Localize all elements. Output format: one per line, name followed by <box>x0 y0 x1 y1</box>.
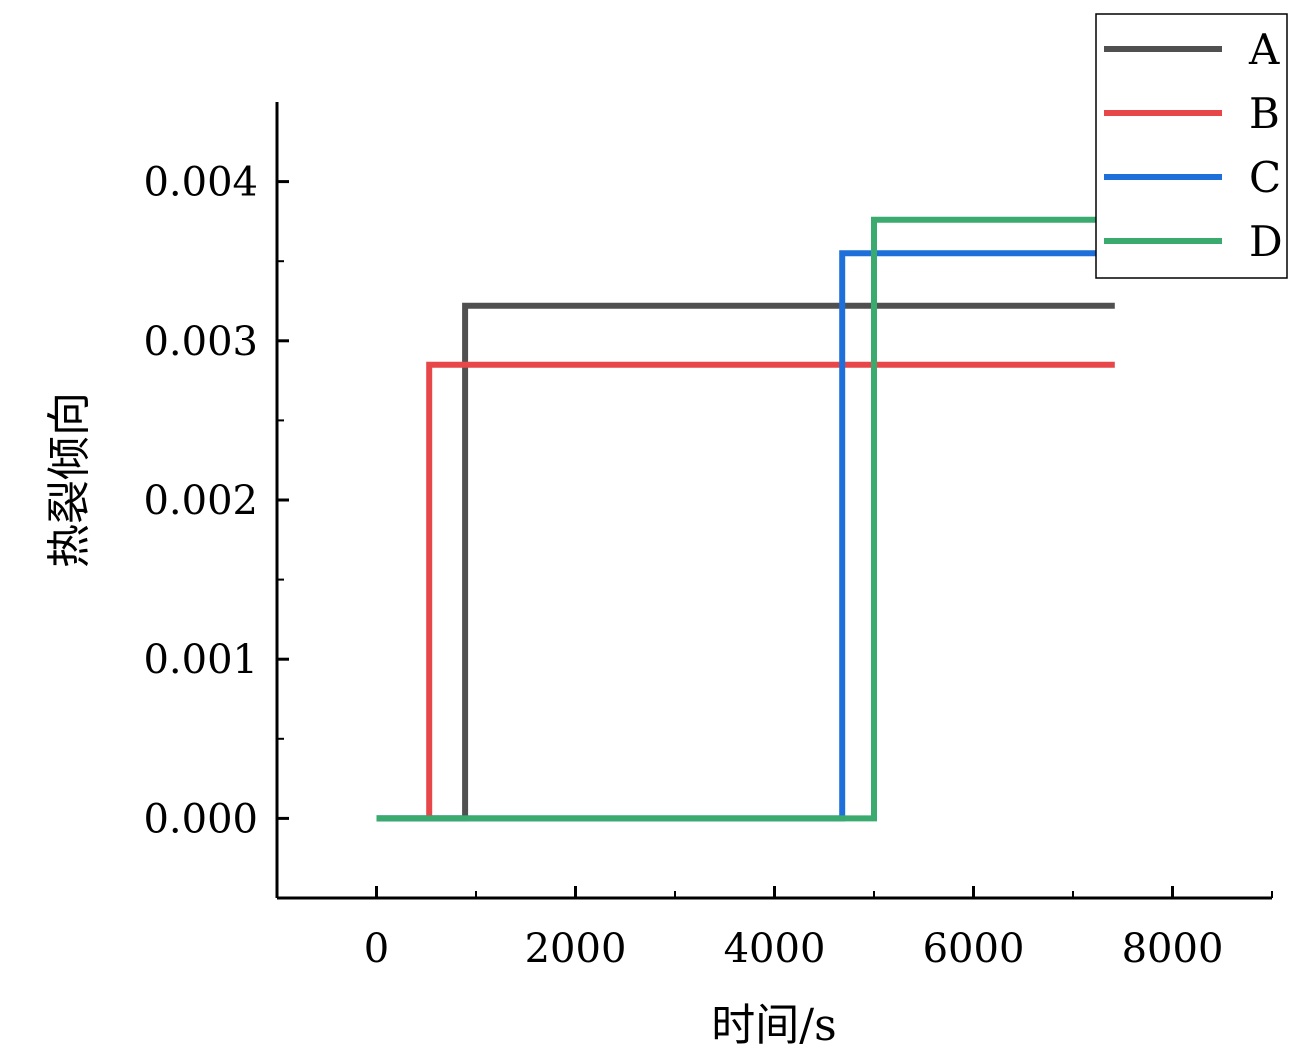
ticks-layer: 0 2000 4000 6000 8000 0.000 0.001 0.002 0.003 0.0… <box>143 160 1273 972</box>
y-tick-label: 0.002 <box>143 478 258 524</box>
y-tick-label: 0.001 <box>143 637 258 683</box>
legend-box <box>1095 13 1288 279</box>
series-line-B <box>426 361 1115 819</box>
series-line-A <box>376 302 1115 822</box>
y-axis-title: 热裂倾向 <box>44 392 95 568</box>
x-tick-label: 4000 <box>724 926 826 972</box>
legend-label-C: C <box>1249 153 1281 202</box>
y-tick-label: 0.003 <box>143 319 258 365</box>
legend-label-B: B <box>1249 89 1280 138</box>
y-tick-label: 0.004 <box>143 160 258 206</box>
series-line-D <box>376 216 1115 822</box>
x-axis-title: 时间/s <box>711 1000 836 1051</box>
y-tick-label: 0.000 <box>143 796 258 842</box>
legend-label-D: D <box>1249 217 1283 266</box>
x-tick-label: 2000 <box>525 926 627 972</box>
series-layer <box>376 216 1115 822</box>
series-line-C <box>376 250 1115 822</box>
x-tick-label: 0 <box>364 926 389 972</box>
x-tick-label: 8000 <box>1122 926 1224 972</box>
x-tick-label: 6000 <box>923 926 1025 972</box>
legend-label-A: A <box>1248 25 1280 74</box>
